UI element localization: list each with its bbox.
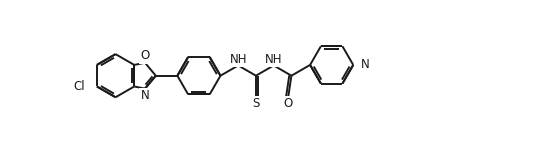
Text: O: O — [140, 49, 150, 62]
Text: N: N — [141, 89, 150, 102]
Text: Cl: Cl — [73, 80, 85, 93]
Text: O: O — [283, 97, 293, 110]
Text: NH: NH — [230, 53, 247, 66]
Text: N: N — [361, 58, 369, 71]
Text: S: S — [252, 97, 259, 110]
Text: NH: NH — [265, 53, 282, 66]
